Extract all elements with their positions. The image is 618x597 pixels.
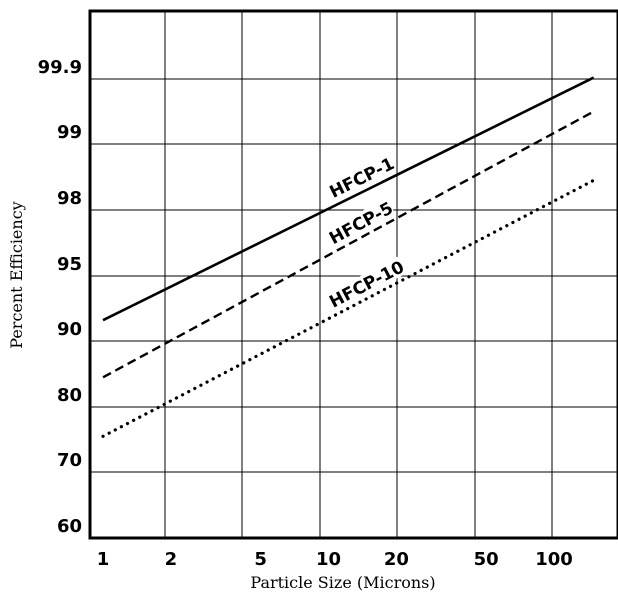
y-tick-label: 80: [57, 385, 82, 406]
y-tick-labels: 60 70 80 90 95 98 99 99.9: [38, 57, 82, 537]
y-tick-label: 95: [57, 254, 82, 275]
x-tick-label: 20: [384, 549, 409, 570]
y-tick-label: 60: [57, 516, 82, 537]
series-line-hfcp-1: [102, 76, 595, 322]
series-line-hfcp-5: [102, 110, 595, 379]
x-axis-label: Particle Size (Microns): [250, 573, 435, 592]
series-label-bg: [324, 153, 397, 202]
series-label-hfcp-10: HFCP-10: [326, 257, 407, 312]
x-tick-label: 2: [165, 549, 178, 570]
y-tick-label: 99.9: [38, 57, 82, 78]
y-tick-label: 70: [57, 450, 82, 471]
series-label-bg: [323, 197, 396, 249]
y-tick-label: 98: [57, 188, 82, 209]
series-lines: [101, 76, 596, 438]
series-label-bg: [324, 256, 407, 312]
y-tick-label: 99: [57, 122, 82, 143]
series-line-hfcp-10: [101, 178, 596, 438]
y-tick-label: 90: [57, 319, 82, 340]
x-tick-label: 5: [254, 549, 267, 570]
x-tick-label: 50: [474, 549, 499, 570]
x-tick-label: 10: [316, 549, 341, 570]
x-tick-labels: 1 2 5 10 20 50 100: [97, 549, 573, 570]
y-axis-label: Percent Efficiency: [7, 201, 26, 348]
plot-frame: [88, 9, 618, 540]
x-tick-label: 100: [535, 549, 573, 570]
series-label-group: HFCP-1: [324, 153, 398, 203]
grid-lines: [90, 11, 618, 538]
x-tick-label: 1: [97, 549, 110, 570]
series-label-group: HFCP-10: [324, 256, 408, 313]
